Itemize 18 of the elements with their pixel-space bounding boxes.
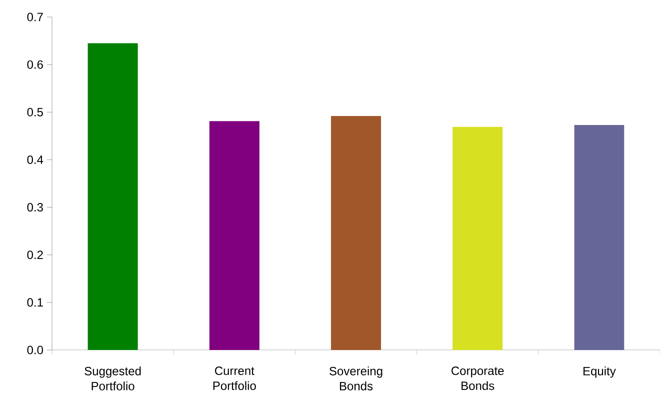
x-tick-label: Suggested Portfolio: [84, 366, 141, 390]
bar: [452, 126, 503, 350]
bar: [88, 43, 138, 350]
y-tick-label: 0.0: [27, 346, 44, 354]
y-tick-label: 0.6: [27, 60, 43, 69]
x-tick-label: Equity: [584, 366, 616, 378]
x-tick-label: Current Portfolio: [213, 366, 256, 390]
y-tick-label: 0.5: [27, 108, 43, 116]
y-tick-label: 0.7: [27, 12, 43, 22]
y-tick-label: 0.1: [27, 298, 43, 307]
y-tick-label: 0.3: [27, 203, 43, 212]
bar: [331, 116, 382, 350]
x-tick-label: Corporate Bonds: [452, 366, 504, 390]
x-tick-label: Sovereing Bonds: [330, 366, 382, 390]
y-tick-label: 0.4: [27, 155, 44, 164]
bar: [574, 124, 624, 350]
bar: [209, 121, 260, 350]
y-tick-label: 0.2: [27, 250, 43, 260]
